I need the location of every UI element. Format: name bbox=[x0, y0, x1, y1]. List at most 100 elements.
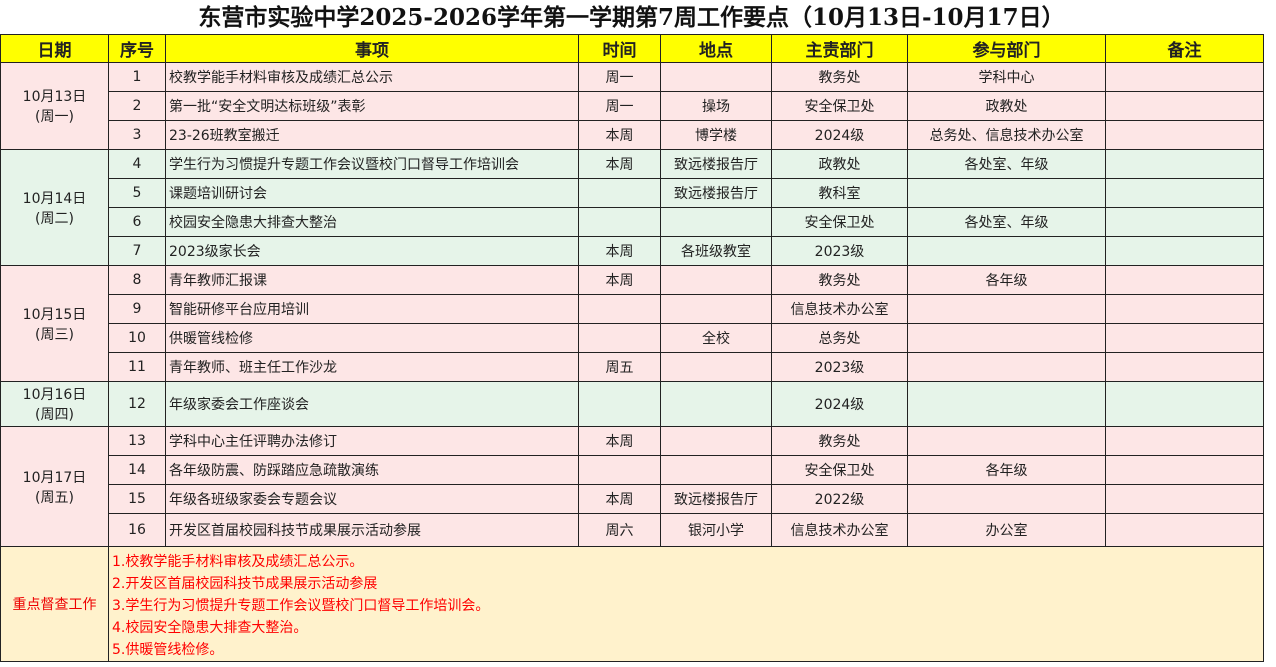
cell-time: 本周 bbox=[578, 149, 661, 179]
cell-note bbox=[1105, 352, 1264, 382]
date-cell: 10月13日 (周一) bbox=[0, 62, 109, 150]
focus-item: 3.学生行为习惯提升专题工作会议暨校门口督导工作培训会。 bbox=[112, 598, 490, 614]
header-item: 事项 bbox=[165, 34, 579, 63]
cell-item: 2023级家长会 bbox=[165, 236, 579, 266]
cell-item: 供暖管线检修 bbox=[165, 323, 579, 353]
cell-part: 各处室、年级 bbox=[907, 207, 1106, 237]
cell-note bbox=[1105, 265, 1264, 295]
focus-item: 5.供暖管线检修。 bbox=[112, 642, 224, 658]
cell-part: 办公室 bbox=[907, 513, 1106, 547]
focus-item: 4.校园安全隐患大排查大整治。 bbox=[112, 620, 308, 636]
cell-note bbox=[1105, 236, 1264, 266]
cell-lead: 信息技术办公室 bbox=[771, 513, 908, 547]
cell-no: 1 bbox=[108, 62, 166, 92]
date-cell: 10月15日 (周三) bbox=[0, 265, 109, 382]
table-row: 10月14日 (周二) 4 学生行为习惯提升专题工作会议暨校门口督导工作培训会 本周 致远… bbox=[0, 149, 1264, 266]
cell-note bbox=[1105, 323, 1264, 353]
table-row: 6 校园安全隐患大排查大整治 安全保卫处 各处室、年级 bbox=[1, 207, 1264, 237]
cell-part: 学科中心 bbox=[907, 62, 1106, 92]
cell-item: 23-26班教室搬迁 bbox=[165, 120, 579, 150]
date-cell: 10月17日 (周五) bbox=[0, 426, 109, 547]
schedule-table: 日期 序号 事项 时间 地点 主责部门 参与部门 备注 10月13日 (周一) 1 校教学能手材料审… bbox=[0, 34, 1264, 662]
cell-lead: 安全保卫处 bbox=[771, 91, 908, 121]
cell-place bbox=[660, 265, 772, 295]
cell-time bbox=[578, 294, 661, 324]
cell-time: 周五 bbox=[578, 352, 661, 382]
cell-time: 周一 bbox=[578, 62, 661, 92]
date: 10月13日 bbox=[22, 89, 87, 105]
cell-part: 各年级 bbox=[907, 265, 1106, 295]
cell-part bbox=[907, 323, 1106, 353]
table-row: 9 智能研修平台应用培训 信息技术办公室 bbox=[1, 294, 1264, 324]
cell-note bbox=[1105, 484, 1264, 514]
table-row: 11 青年教师、班主任工作沙龙 周五 2023级 bbox=[1, 352, 1264, 382]
cell-part bbox=[907, 236, 1106, 266]
cell-note bbox=[1105, 178, 1264, 208]
cell-no: 8 bbox=[108, 265, 166, 295]
cell-time: 周六 bbox=[578, 513, 661, 547]
date: 10月15日 bbox=[22, 306, 87, 323]
cell-time: 本周 bbox=[578, 236, 661, 266]
table-row: 15 年级各班级家委会专题会议 本周 致远楼报告厅 2022级 bbox=[1, 484, 1264, 514]
cell-place bbox=[660, 455, 772, 485]
cell-no: 3 bbox=[108, 120, 166, 150]
table-row: 10月16日 (周四) 12 年级家委会工作座谈会 2024级 bbox=[0, 381, 1264, 427]
cell-place bbox=[660, 426, 772, 456]
table-row: 7 2023级家长会 本周 各班级教室 2023级 bbox=[1, 236, 1264, 266]
cell-item: 校教学能手材料审核及成绩汇总公示 bbox=[165, 62, 579, 92]
cell-note bbox=[1105, 120, 1264, 150]
cell-note bbox=[1105, 513, 1264, 547]
cell-lead: 信息技术办公室 bbox=[771, 294, 908, 324]
cell-no: 13 bbox=[108, 426, 166, 456]
cell-lead: 总务处 bbox=[771, 323, 908, 353]
cell-place: 致远楼报告厅 bbox=[660, 484, 772, 514]
cell-time: 本周 bbox=[578, 120, 661, 150]
cell-item: 年级家委会工作座谈会 bbox=[165, 381, 579, 427]
cell-no: 16 bbox=[108, 513, 166, 547]
cell-place: 全校 bbox=[660, 323, 772, 353]
cell-time bbox=[578, 381, 661, 427]
table-row: 5 课题培训研讨会 致远楼报告厅 教科室 bbox=[1, 178, 1264, 208]
cell-no: 2 bbox=[108, 91, 166, 121]
cell-time: 本周 bbox=[578, 426, 661, 456]
cell-lead: 教务处 bbox=[771, 426, 908, 456]
cell-no: 7 bbox=[108, 236, 166, 266]
weekday: (周一) bbox=[35, 109, 74, 125]
cell-part bbox=[907, 178, 1106, 208]
cell-lead: 安全保卫处 bbox=[771, 207, 908, 237]
cell-time bbox=[578, 323, 661, 353]
cell-part bbox=[907, 294, 1106, 324]
cell-time: 周一 bbox=[578, 91, 661, 121]
cell-part bbox=[907, 484, 1106, 514]
table-row: 16 开发区首届校园科技节成果展示活动参展 周六 银河小学 信息技术办公室 办公室 bbox=[1, 513, 1264, 547]
cell-place: 各班级教室 bbox=[660, 236, 772, 266]
cell-item: 年级各班级家委会专题会议 bbox=[165, 484, 579, 514]
cell-no: 15 bbox=[108, 484, 166, 514]
cell-note bbox=[1105, 91, 1264, 121]
cell-lead: 教务处 bbox=[771, 62, 908, 92]
cell-place: 操场 bbox=[660, 91, 772, 121]
cell-place: 致远楼报告厅 bbox=[660, 149, 772, 179]
cell-no: 6 bbox=[108, 207, 166, 237]
cell-part bbox=[907, 352, 1106, 382]
cell-item: 青年教师、班主任工作沙龙 bbox=[165, 352, 579, 382]
header-no: 序号 bbox=[108, 34, 166, 63]
cell-place bbox=[660, 294, 772, 324]
page-title: 东营市实验中学2025-2026学年第一学期第7周工作要点（10月13日-10月… bbox=[198, 4, 1065, 31]
cell-item: 各年级防震、防踩踏应急疏散演练 bbox=[165, 455, 579, 485]
cell-note bbox=[1105, 426, 1264, 456]
cell-lead: 2023级 bbox=[771, 352, 908, 382]
cell-time bbox=[578, 207, 661, 237]
table-row: 10 供暖管线检修 全校 总务处 bbox=[1, 323, 1264, 353]
cell-time: 本周 bbox=[578, 265, 661, 295]
date: 10月17日 bbox=[22, 469, 87, 486]
cell-no: 12 bbox=[108, 381, 166, 427]
focus-item: 2.开发区首届校园科技节成果展示活动参展 bbox=[112, 576, 378, 592]
cell-lead: 安全保卫处 bbox=[771, 455, 908, 485]
weekday: (周二) bbox=[35, 210, 74, 227]
cell-item: 课题培训研讨会 bbox=[165, 178, 579, 208]
cell-item: 青年教师汇报课 bbox=[165, 265, 579, 295]
header-row: 日期 序号 事项 时间 地点 主责部门 参与部门 备注 bbox=[0, 34, 1264, 63]
cell-note bbox=[1105, 294, 1264, 324]
cell-item: 学生行为习惯提升专题工作会议暨校门口督导工作培训会 bbox=[165, 149, 579, 179]
